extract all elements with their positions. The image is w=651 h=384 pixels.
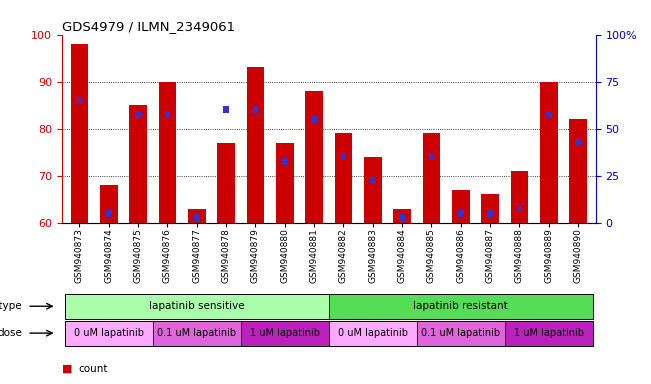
Bar <box>282 158 288 165</box>
Bar <box>452 190 469 223</box>
Bar <box>329 294 592 319</box>
Bar <box>130 105 147 223</box>
Bar <box>77 97 82 104</box>
Bar <box>329 321 417 346</box>
Text: 1 uM lapatinib: 1 uM lapatinib <box>250 328 320 338</box>
Bar <box>106 210 111 217</box>
Bar <box>335 133 352 223</box>
Bar <box>311 116 317 123</box>
Bar <box>135 111 141 118</box>
Bar <box>505 321 592 346</box>
Text: 1 uM lapatinib: 1 uM lapatinib <box>514 328 584 338</box>
Text: 0.1 uM lapatinib: 0.1 uM lapatinib <box>421 328 501 338</box>
Text: 0 uM lapatinib: 0 uM lapatinib <box>74 328 144 338</box>
Text: count: count <box>78 364 107 374</box>
Bar <box>217 143 235 223</box>
Bar <box>165 111 171 118</box>
Bar <box>569 119 587 223</box>
Bar <box>253 106 258 113</box>
Bar <box>510 171 528 223</box>
Text: lapatinib resistant: lapatinib resistant <box>413 301 508 311</box>
Bar <box>340 153 346 161</box>
Bar <box>422 133 440 223</box>
Bar <box>546 111 551 118</box>
Text: cell type: cell type <box>0 301 21 311</box>
Bar <box>153 321 241 346</box>
Bar <box>188 209 206 223</box>
Text: ■: ■ <box>62 364 72 374</box>
Bar <box>399 215 405 222</box>
Bar <box>540 81 557 223</box>
Bar <box>65 294 329 319</box>
Bar <box>223 106 229 113</box>
Text: dose: dose <box>0 328 21 338</box>
Bar <box>65 321 153 346</box>
Text: 0 uM lapatinib: 0 uM lapatinib <box>338 328 408 338</box>
Bar <box>575 139 581 146</box>
Bar <box>100 185 118 223</box>
Bar <box>417 321 505 346</box>
Bar <box>481 194 499 223</box>
Text: lapatinib sensitive: lapatinib sensitive <box>149 301 245 311</box>
Bar <box>247 68 264 223</box>
Bar <box>393 209 411 223</box>
Bar <box>517 205 522 212</box>
Bar <box>194 215 200 222</box>
Bar <box>159 81 176 223</box>
Bar <box>370 177 376 184</box>
Bar <box>241 321 329 346</box>
Text: 0.1 uM lapatinib: 0.1 uM lapatinib <box>157 328 236 338</box>
Bar <box>305 91 323 223</box>
Bar <box>458 210 464 217</box>
Bar <box>364 157 381 223</box>
Bar <box>487 210 493 217</box>
Text: GDS4979 / ILMN_2349061: GDS4979 / ILMN_2349061 <box>62 20 235 33</box>
Bar <box>71 44 89 223</box>
Bar <box>276 143 294 223</box>
Bar <box>428 153 434 161</box>
